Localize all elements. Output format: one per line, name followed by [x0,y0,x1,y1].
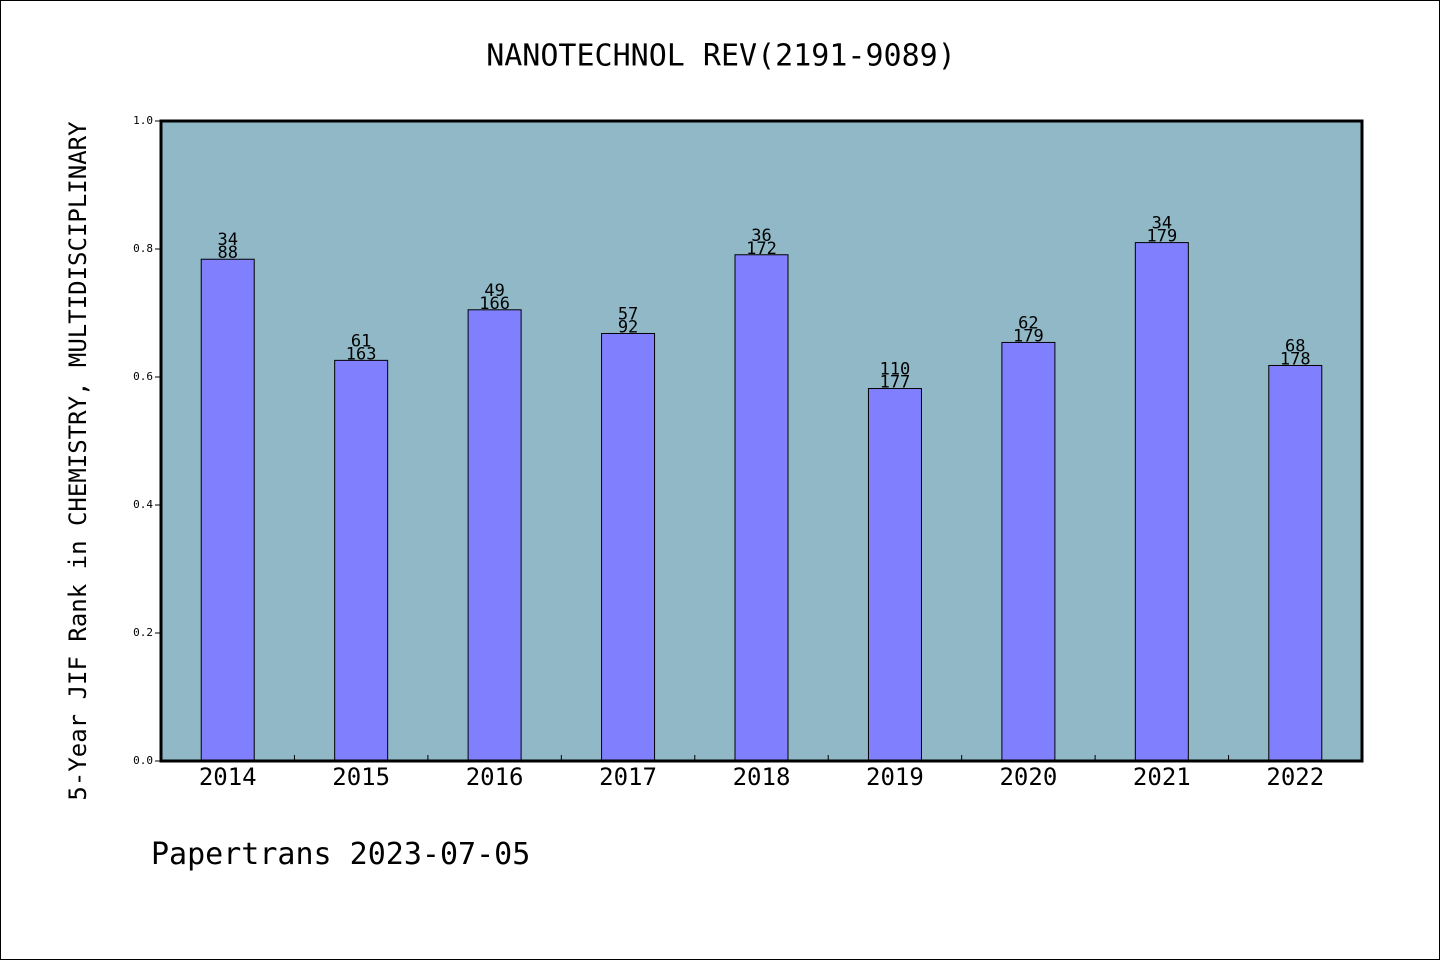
x-axis: 2014 2015 2016 2017 2018 2019 2020 2021 2022 [199,755,1324,791]
bar-rank-label: 57 [618,304,638,324]
x-tick-label: 2016 [466,763,524,791]
bar-total-label: 179 [1013,326,1044,346]
bar [601,332,656,762]
bar [1268,364,1323,762]
y-axis-label: 5-Year JIF Rank in CHEMISTRY, MULTIDISCI… [64,121,92,801]
bar [334,359,389,762]
bar-total-label: 179 [1146,227,1177,247]
bar [200,258,255,762]
y-tick-label: 0.8 [133,242,153,255]
bar [867,388,922,762]
bar-rank-label: 68 [1285,336,1305,356]
bar-series [200,242,1323,762]
y-tick-label: 0.2 [133,626,153,639]
bar-total-label: 178 [1280,349,1311,369]
y-tick-label: 0.6 [133,370,153,383]
bar-total-label: 92 [618,317,638,337]
bar [1001,341,1056,762]
bar-rank-label: 61 [351,331,371,351]
bar-rank-label: 34 [1152,214,1172,234]
bar-rank-label: 49 [484,281,504,301]
bar-data-labels: 3488611634916657923617211017762179341796… [217,214,1310,393]
bar-total-label: 88 [217,243,237,263]
x-tick-label: 2021 [1133,763,1191,791]
bar [1134,242,1189,762]
x-tick-label: 2017 [599,763,657,791]
x-tick-label: 2018 [733,763,791,791]
chart-title: NANOTECHNOL REV(2191-9089) [486,39,956,74]
bar [467,309,522,762]
x-tick-label: 2019 [866,763,924,791]
bar-total-label: 172 [746,239,777,259]
x-tick-label: 2020 [999,763,1057,791]
bar-rank-label: 62 [1018,313,1038,333]
bar-rank-label: 34 [217,230,237,250]
x-tick-label: 2015 [332,763,390,791]
y-axis: 0.0 0.2 0.4 0.6 0.8 1.0 [133,114,161,767]
bar-rank-label: 36 [751,226,771,246]
bar [734,254,789,762]
bar-total-label: 177 [880,373,911,393]
bar-rank-label: 110 [880,360,911,380]
bar-total-label: 166 [479,294,510,314]
y-tick-label: 1.0 [133,114,153,127]
x-tick-label: 2022 [1266,763,1324,791]
y-tick-label: 0.4 [133,498,153,511]
plot-border [159,119,1364,763]
x-tick-label: 2014 [199,763,257,791]
bar-total-label: 163 [346,344,377,364]
footer-credit: Papertrans 2023-07-05 [151,837,530,872]
y-tick-label: 0.0 [133,754,153,767]
